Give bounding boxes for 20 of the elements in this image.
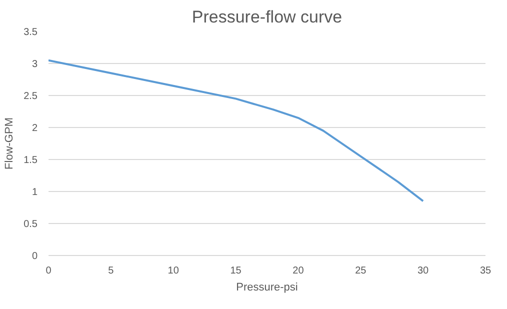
y-axis-title: Flow-GPM xyxy=(4,118,16,170)
x-tick-label: 5 xyxy=(108,266,114,276)
x-tick-label: 35 xyxy=(480,266,492,276)
x-tick-label: 10 xyxy=(168,266,180,276)
y-tick-label: 1.5 xyxy=(24,155,38,166)
y-tick-label: 1 xyxy=(32,187,38,198)
x-tick-label: 15 xyxy=(230,266,242,276)
y-tick-label: 2 xyxy=(32,123,38,134)
y-tick-label: 0 xyxy=(32,251,38,262)
y-tick-label: 2.5 xyxy=(24,91,38,102)
y-tick-label: 3 xyxy=(32,59,38,70)
x-tick-label: 30 xyxy=(418,266,430,276)
x-tick-label: 25 xyxy=(355,266,367,276)
x-axis-title: Pressure-psi xyxy=(236,282,298,294)
y-tick-label: 3.5 xyxy=(24,27,38,38)
y-tick-label: 0.5 xyxy=(24,219,38,230)
line-series xyxy=(48,59,424,202)
x-tick-label: 0 xyxy=(46,266,52,276)
x-tick-label: 20 xyxy=(292,266,304,276)
chart-title: Pressure-flow curve xyxy=(192,8,342,26)
